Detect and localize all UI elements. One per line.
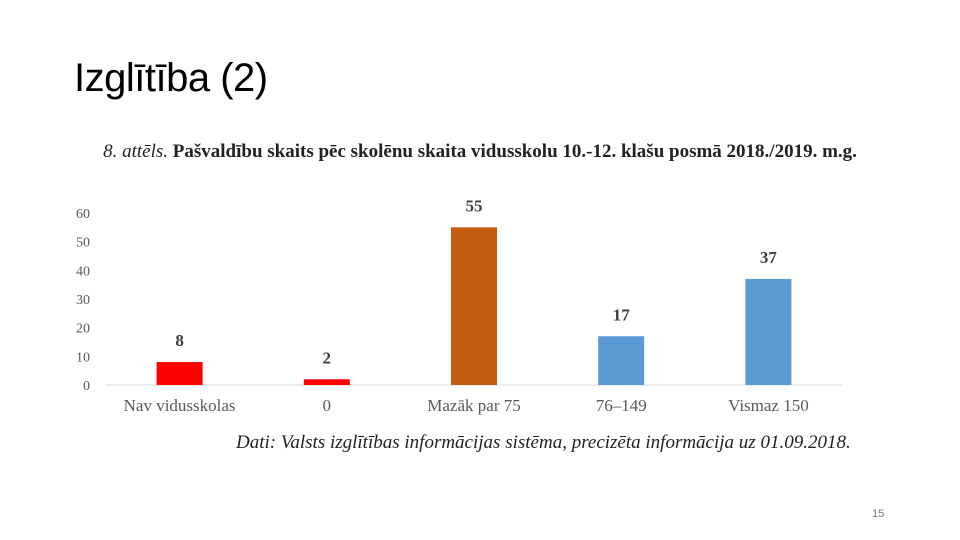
data-label: 2 xyxy=(323,348,332,367)
x-tick-label: 0 xyxy=(323,396,332,415)
bars xyxy=(156,227,792,385)
y-tick-label: 0 xyxy=(83,379,90,394)
y-tick-label: 30 xyxy=(76,293,90,308)
y-tick-label: 10 xyxy=(76,350,90,365)
y-tick-label: 20 xyxy=(76,322,90,337)
data-label: 8 xyxy=(175,331,184,350)
x-axis-labels: Nav vidusskolas 0 Mazāk par 75 76–149 Vismaz… xyxy=(124,396,809,415)
bar xyxy=(156,362,203,385)
data-labels: 8 2 55 17 37 xyxy=(175,196,777,367)
y-tick-label: 40 xyxy=(76,264,90,279)
page-number: 15 xyxy=(872,508,885,520)
bar xyxy=(303,379,350,385)
x-tick-label: Mazāk par 75 xyxy=(427,396,520,415)
bar xyxy=(598,336,645,385)
bar xyxy=(745,278,792,385)
y-tick-label: 50 xyxy=(76,236,90,251)
x-tick-label: 76–149 xyxy=(596,396,647,415)
figure-caption-lead: 8. attēls. xyxy=(103,141,168,162)
bar xyxy=(451,227,497,385)
x-tick-label: Vismaz 150 xyxy=(728,396,809,415)
data-label: 17 xyxy=(613,305,631,324)
data-label: 37 xyxy=(760,248,778,267)
slide-title: Izglītība (2) xyxy=(74,56,268,100)
y-tick-label: 60 xyxy=(76,207,90,222)
data-source-note: Dati: Valsts izglītības informācijas sis… xyxy=(236,432,851,453)
y-axis-ticks: 0 10 20 30 40 50 60 xyxy=(76,207,90,394)
figure-caption: 8. attēls. Pašvaldību skaits pēc skolēnu… xyxy=(40,138,920,166)
figure-caption-body: Pašvaldību skaits pēc skolēnu skaita vid… xyxy=(172,141,857,162)
x-tick-label: Nav vidusskolas xyxy=(124,396,236,415)
data-label: 55 xyxy=(466,196,483,215)
